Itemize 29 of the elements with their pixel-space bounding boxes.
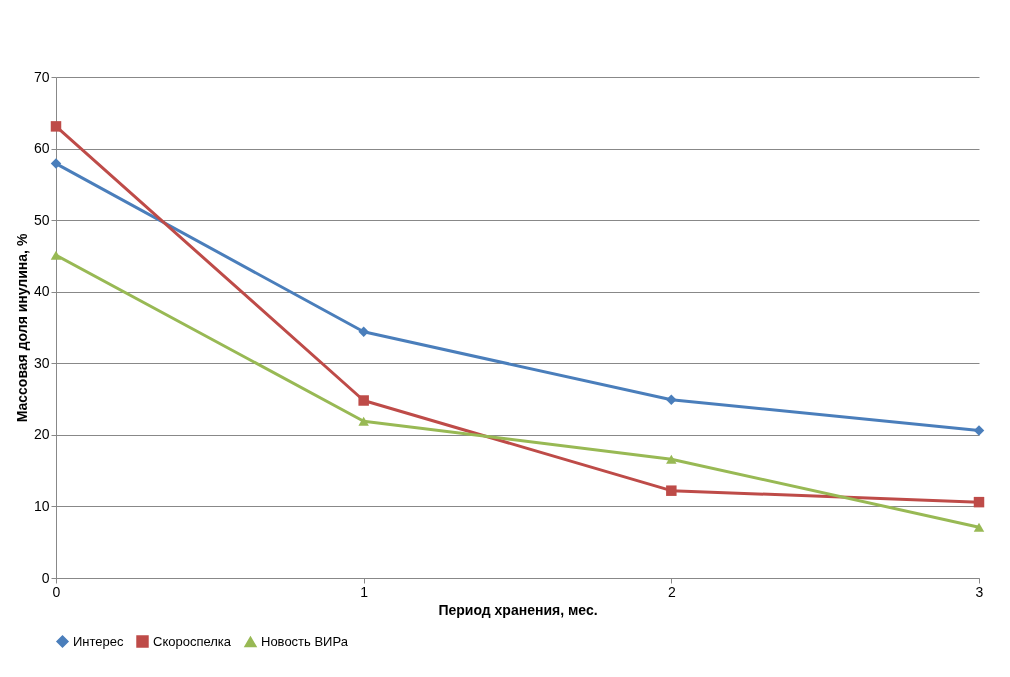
y-tick-label: 20: [33, 426, 50, 443]
point: [973, 425, 985, 436]
point: [50, 121, 62, 132]
y-tick-label: 0: [41, 569, 50, 586]
x-tick-label: 1: [360, 583, 369, 600]
y-tick-label: 40: [33, 283, 50, 300]
x-axis-title: Период хранения, мес.: [438, 601, 598, 618]
point: [973, 522, 985, 532]
point: [973, 496, 985, 508]
legend-label: Новость ВИРа: [261, 633, 349, 649]
point: [666, 454, 677, 464]
x-tick-label: 2: [667, 583, 676, 600]
x-tick-label: 3: [975, 583, 984, 600]
y-tick-label: 50: [33, 211, 50, 228]
point: [50, 250, 62, 260]
legend-label: Интерес: [73, 633, 125, 649]
y-tick-label: 30: [33, 354, 50, 371]
y-tick-label: 70: [33, 68, 50, 85]
y-axis-title: Массовая доля инулина, %: [13, 233, 30, 423]
y-tick-label: 60: [33, 140, 50, 157]
x-tick-label: 0: [52, 583, 61, 600]
point: [358, 326, 369, 338]
point: [666, 485, 677, 496]
point: [50, 158, 62, 169]
point: [666, 394, 677, 406]
point: [358, 395, 369, 406]
y-tick-label: 10: [33, 497, 50, 514]
legend-label: Скороспелка: [153, 633, 232, 649]
point: [358, 416, 369, 426]
